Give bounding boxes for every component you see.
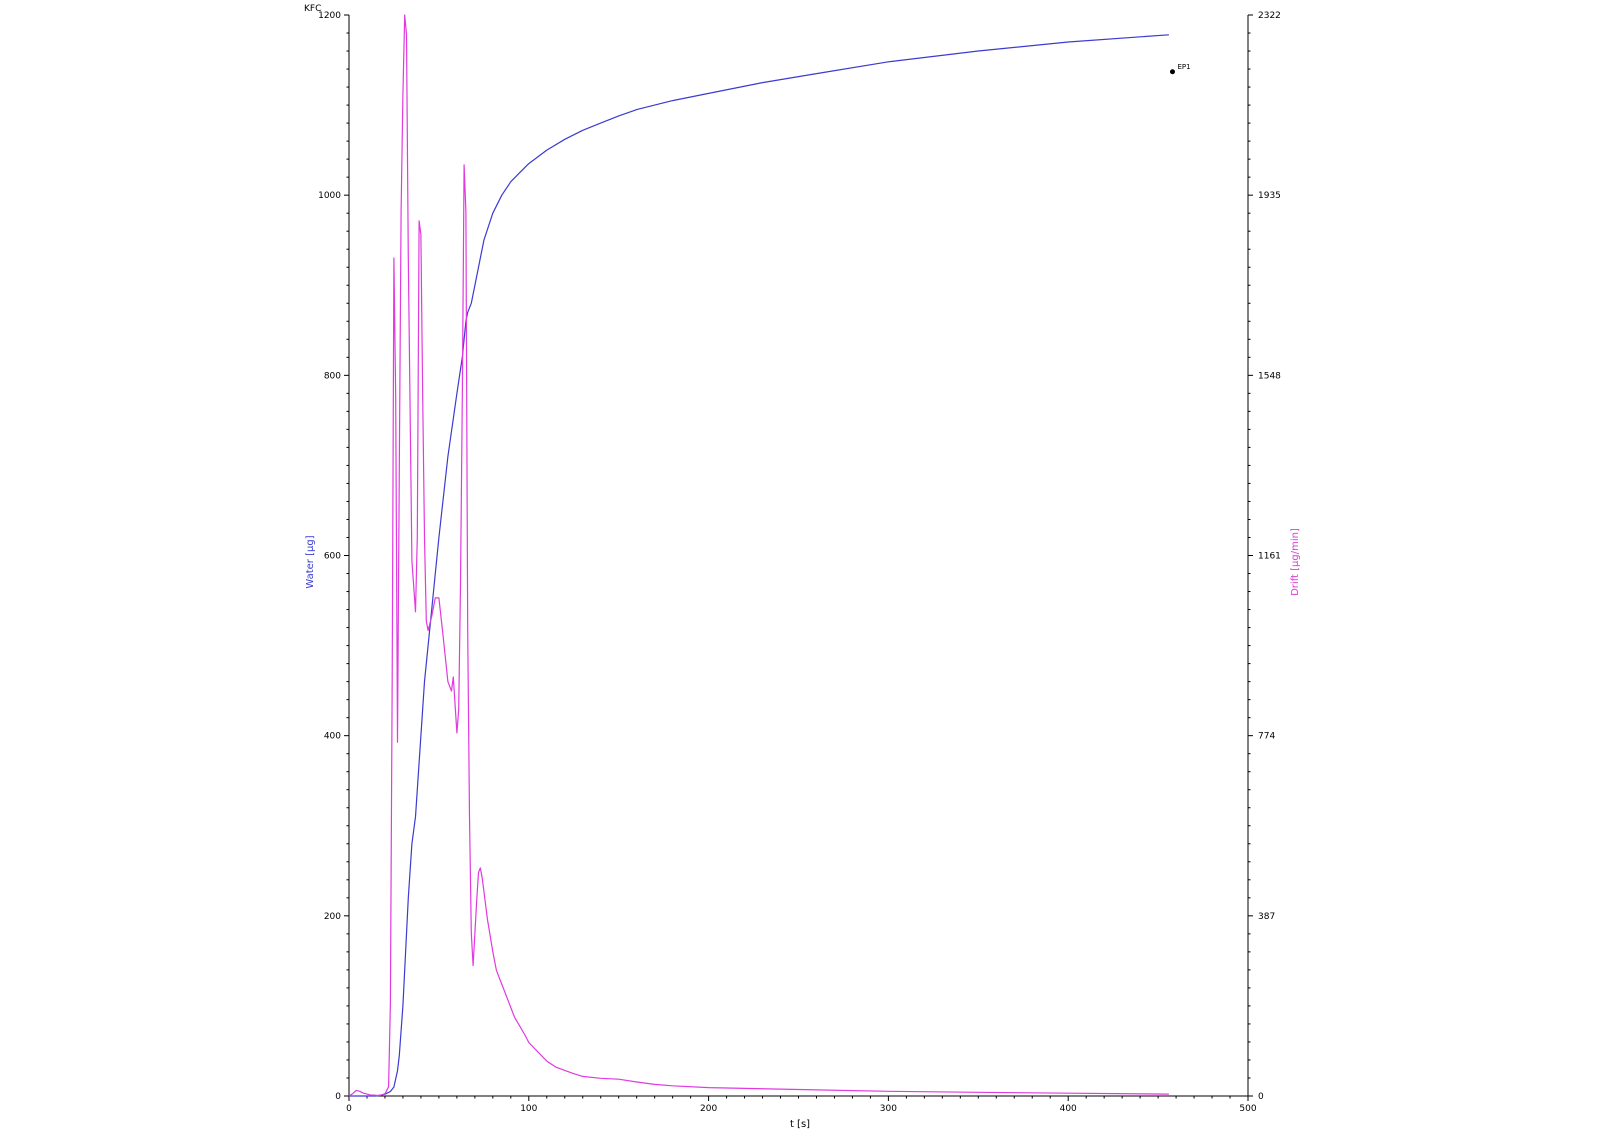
x-tick-label: 0	[346, 1104, 352, 1114]
y-right-tick-label: 1935	[1258, 191, 1281, 201]
x-axis-label: t [s]	[790, 1119, 810, 1130]
y-left-tick-label: 200	[324, 912, 341, 922]
y-axis-left-label: Water [µg]	[305, 535, 316, 588]
water-series-line	[349, 34, 1169, 1097]
y-right-tick-label: 387	[1258, 912, 1275, 922]
y-left-tick-label: 0	[335, 1092, 341, 1102]
y-left-tick-label: 400	[324, 732, 341, 742]
x-tick-label: 400	[1060, 1104, 1077, 1114]
y-right-tick-label: 1548	[1258, 371, 1281, 381]
y-right-tick-label: 0	[1258, 1092, 1264, 1102]
y-right-tick-label: 2322	[1258, 11, 1281, 21]
y-left-tick-label: 1200	[318, 11, 341, 21]
chart-title: KFC	[304, 4, 321, 14]
drift-series-line	[348, 14, 1169, 1097]
y-right-tick-label: 1161	[1258, 552, 1281, 562]
x-tick-label: 500	[1239, 1104, 1256, 1114]
y-left-tick-label: 600	[324, 552, 341, 562]
y-right-tick-label: 774	[1258, 732, 1275, 742]
y-axis-right-label: Drift [µg/min]	[1290, 528, 1301, 596]
x-tick-label: 300	[880, 1104, 897, 1114]
x-tick-label: 100	[520, 1104, 537, 1114]
y-left-tick-label: 800	[324, 371, 341, 381]
endpoint-marker	[1169, 69, 1175, 75]
x-tick-label: 200	[700, 1104, 717, 1114]
endpoint-label: EP1	[1177, 63, 1190, 71]
y-left-tick-label: 1000	[318, 191, 341, 201]
